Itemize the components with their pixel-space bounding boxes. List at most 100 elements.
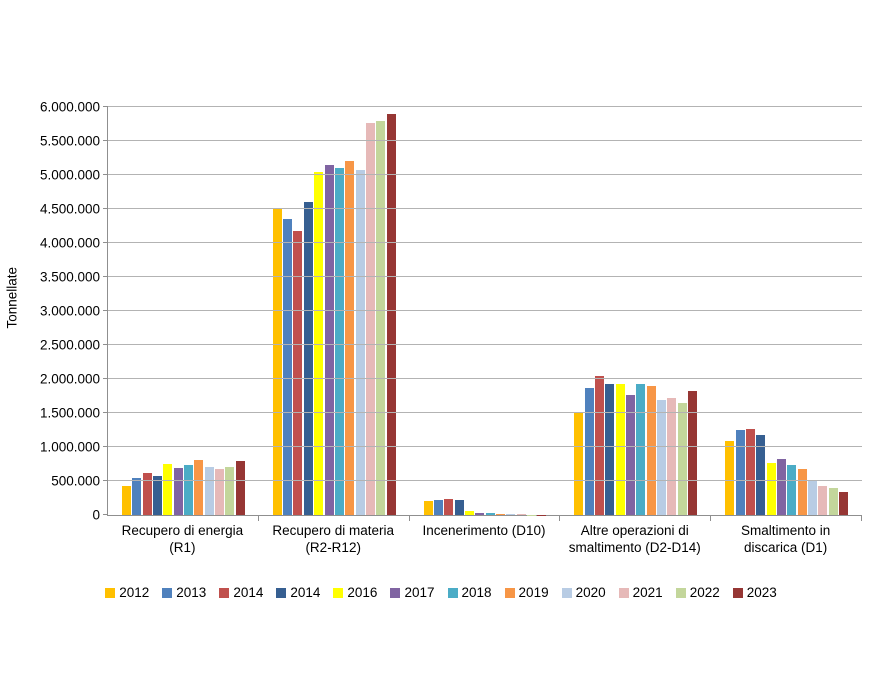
bar-2021	[215, 468, 225, 515]
bar-2014	[745, 429, 755, 515]
bar-2018	[485, 513, 495, 515]
legend-item-2014: 2014	[219, 585, 263, 600]
bar-2017	[475, 512, 485, 515]
gridline	[108, 208, 862, 209]
gridline	[108, 479, 862, 481]
gridline	[108, 377, 862, 379]
legend-item-2018: 2018	[447, 585, 492, 600]
legend-item-2022: 2022	[675, 585, 720, 600]
bar-2014	[454, 500, 464, 515]
bar-2019	[345, 160, 355, 515]
legend-label: 2020	[575, 585, 606, 600]
y-axis-label: 500.000	[51, 473, 100, 489]
legend-item-2014: 2014	[276, 585, 320, 600]
y-axis-tick	[103, 514, 108, 515]
bar-2021	[516, 514, 526, 515]
bar-2017	[173, 468, 183, 515]
gridline	[108, 139, 862, 141]
bar-2022	[677, 402, 687, 515]
bar-2023	[235, 460, 245, 515]
y-axis-label: 3.000.000	[39, 303, 100, 319]
bar-2019	[797, 469, 807, 515]
bar-2022	[376, 120, 386, 515]
bar-2022	[828, 488, 838, 515]
bar-2017	[626, 395, 636, 515]
bar-2023	[688, 391, 698, 515]
x-axis-tick	[710, 515, 712, 521]
legend-label: 2012	[119, 585, 150, 600]
bar-2020	[355, 170, 365, 515]
bar-group	[410, 107, 561, 515]
bar-2016	[464, 511, 474, 515]
bar-group	[259, 107, 410, 515]
bar-2016	[314, 171, 324, 515]
gridline	[108, 106, 862, 107]
bar-2012	[423, 500, 433, 515]
y-axis-tick	[103, 446, 108, 447]
x-axis-tick	[257, 515, 259, 521]
y-axis-tick	[103, 139, 108, 141]
category-label: Altre operazioni di smaltimento (D2-D14)	[568, 523, 701, 555]
category-label: Recupero di materia (R2-R12)	[272, 523, 394, 555]
gridline	[108, 310, 862, 311]
y-axis-label: 5.500.000	[39, 133, 100, 149]
y-axis-tick	[103, 106, 108, 107]
gridline	[108, 446, 862, 447]
bar-groups	[108, 107, 862, 515]
legend-label: 2014	[290, 585, 321, 600]
y-axis-label: 5.000.000	[39, 167, 100, 183]
bar-2017	[324, 165, 334, 515]
bar-2013	[735, 430, 745, 515]
legend-label: 2019	[518, 585, 549, 600]
y-axis-tick	[103, 343, 108, 345]
gridline	[108, 343, 862, 345]
bar-2018	[334, 167, 344, 515]
legend-swatch-icon	[447, 587, 458, 598]
x-axis-tick	[408, 515, 410, 521]
y-axis-label: 3.500.000	[39, 269, 100, 285]
legend-swatch-icon	[618, 587, 629, 598]
bar-2014	[303, 202, 313, 515]
legend-label: 2021	[632, 585, 663, 600]
gridline	[108, 412, 862, 413]
bar-2014	[293, 231, 303, 515]
y-axis-label: 4.500.000	[39, 201, 100, 217]
bar-2013	[433, 500, 443, 515]
bar-2016	[766, 462, 776, 515]
legend-item-2021: 2021	[618, 585, 663, 600]
legend-swatch-icon	[333, 587, 344, 598]
bar-group	[560, 107, 711, 515]
bar-2014	[605, 384, 615, 515]
bar-2018	[787, 464, 797, 515]
bar-2021	[667, 398, 677, 515]
y-axis-tick	[103, 276, 108, 277]
category-label: Smaltimento in discarica (D1)	[740, 523, 831, 555]
bar-2020	[807, 479, 817, 515]
bar-2019	[194, 459, 204, 515]
gridline	[108, 241, 862, 243]
bar-2012	[272, 209, 282, 515]
legend-swatch-icon	[162, 587, 173, 598]
y-axis-label: 6.000.000	[39, 99, 100, 115]
bar-2019	[496, 513, 505, 515]
legend-item-2017: 2017	[390, 585, 435, 600]
bar-2014	[444, 499, 454, 515]
legend-swatch-icon	[276, 587, 287, 598]
y-axis-tick	[103, 208, 108, 209]
bar-2023	[386, 114, 396, 515]
bar-2020	[657, 400, 667, 515]
category-label: Incenerimento (D10)	[422, 523, 546, 538]
legend-item-2016: 2016	[333, 585, 377, 600]
legend-item-2013: 2013	[162, 585, 206, 600]
y-axis-tick	[103, 241, 108, 243]
y-axis-label: 1.500.000	[39, 405, 100, 421]
bar-2013	[132, 477, 142, 515]
legend-item-2023: 2023	[732, 585, 777, 600]
y-axis-label: 2.000.000	[39, 371, 100, 387]
gridline	[108, 276, 862, 277]
gridline	[108, 173, 862, 175]
bar-2023	[838, 491, 848, 515]
legend-swatch-icon	[105, 587, 116, 598]
bar-2016	[615, 384, 625, 515]
